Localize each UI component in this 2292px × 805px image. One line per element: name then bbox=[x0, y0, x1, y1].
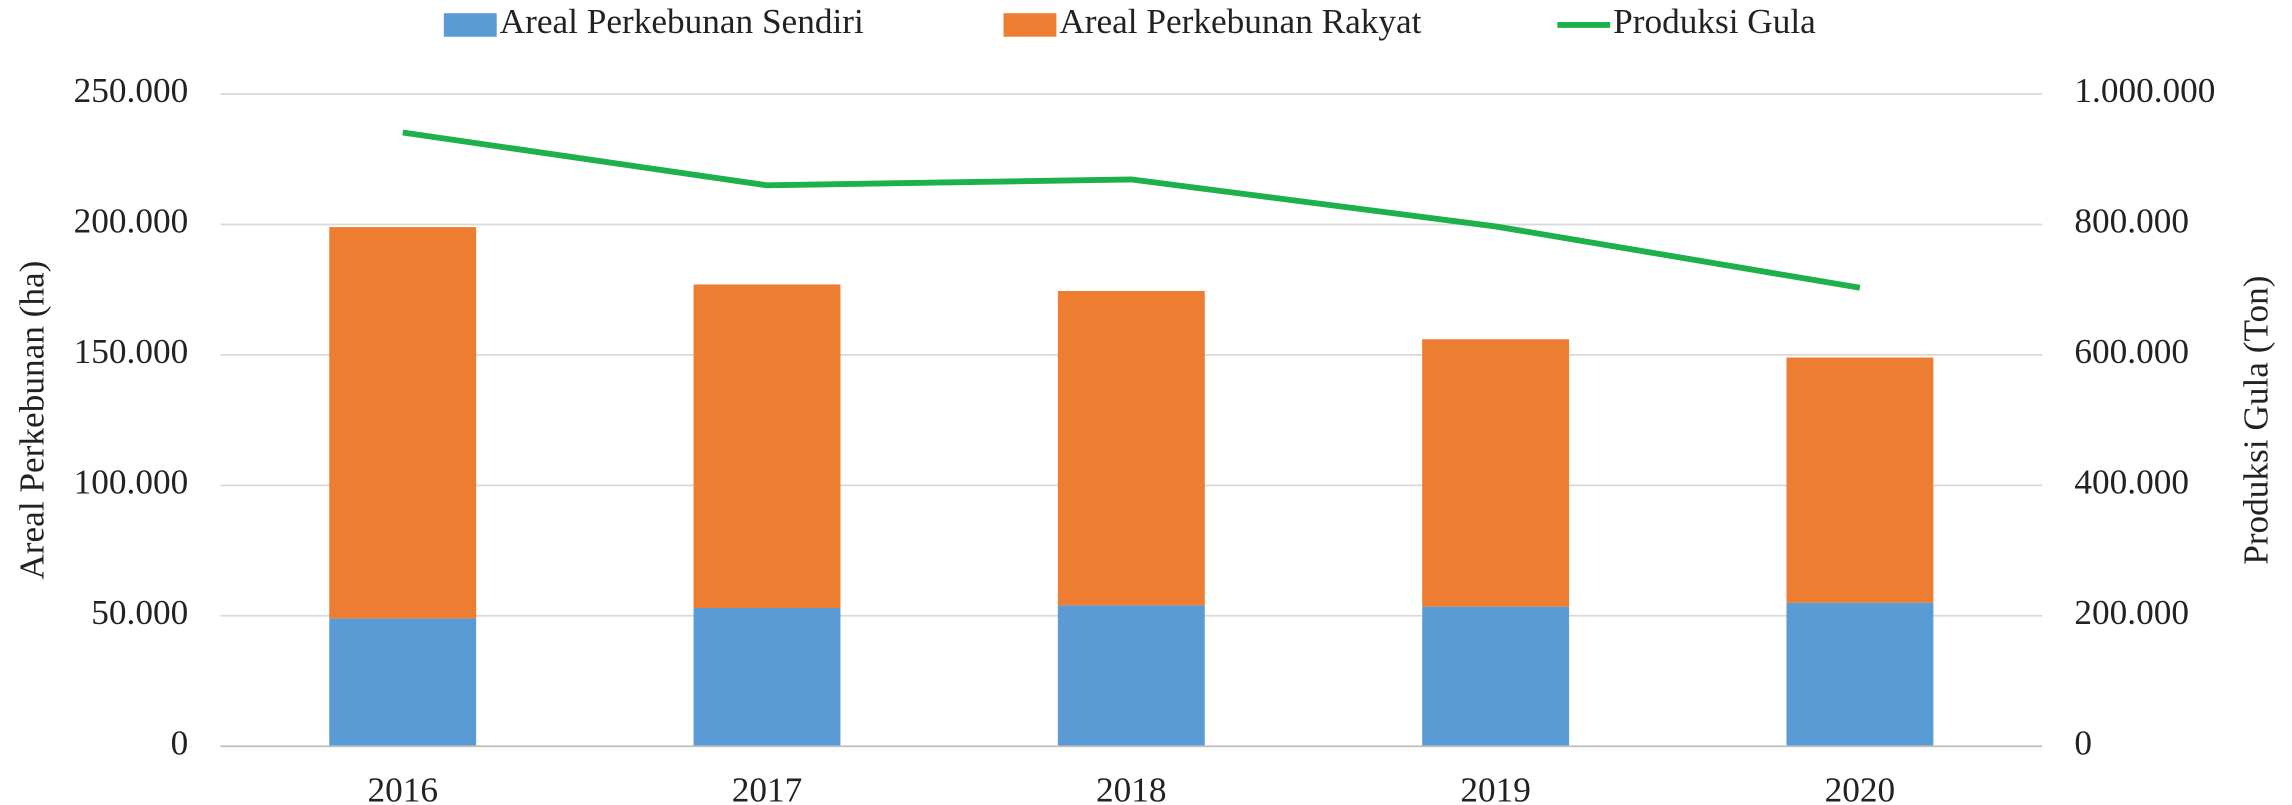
bar bbox=[1422, 606, 1570, 747]
legend-label: Produksi Gula bbox=[1613, 2, 1816, 41]
bar bbox=[1422, 339, 1570, 607]
y-tick-label: 200.000 bbox=[74, 202, 189, 241]
bar bbox=[1786, 357, 1934, 603]
y-tick-label: 250.000 bbox=[74, 71, 189, 110]
y-tick-label: 100.000 bbox=[74, 462, 189, 501]
bar bbox=[1057, 290, 1205, 606]
bar bbox=[329, 618, 477, 747]
bar bbox=[1057, 605, 1205, 747]
bar bbox=[329, 227, 477, 619]
y2-axis-label: Produksi Gula (Ton) bbox=[2237, 275, 2276, 564]
y-tick-label: 50.000 bbox=[91, 593, 188, 632]
legend-swatch bbox=[1003, 13, 1057, 37]
bar bbox=[1786, 602, 1934, 747]
x-tick-label: 2016 bbox=[367, 770, 438, 805]
y2-tick-label: 400.000 bbox=[2074, 462, 2189, 501]
bar bbox=[693, 284, 841, 608]
x-tick-label: 2017 bbox=[732, 770, 803, 805]
legend-label: Areal Perkebunan Rakyat bbox=[1059, 2, 1421, 41]
y-axis-label: Areal Perkebunan (ha) bbox=[13, 261, 52, 580]
y2-tick-label: 0 bbox=[2074, 723, 2092, 762]
y2-tick-label: 200.000 bbox=[2074, 593, 2189, 632]
line bbox=[402, 129, 1861, 291]
y-tick-label: 0 bbox=[171, 723, 189, 762]
y2-tick-label: 800.000 bbox=[2074, 202, 2189, 241]
y-tick-label: 150.000 bbox=[74, 332, 189, 371]
y2-tick-label: 600.000 bbox=[2074, 332, 2189, 371]
x-tick-label: 2020 bbox=[1825, 770, 1896, 805]
bar bbox=[693, 607, 841, 747]
legend-label: Areal Perkebunan Sendiri bbox=[500, 2, 864, 41]
legend-swatch bbox=[443, 13, 497, 37]
y2-tick-label: 1.000.000 bbox=[2074, 71, 2215, 110]
x-tick-label: 2018 bbox=[1096, 770, 1167, 805]
x-tick-label: 2019 bbox=[1460, 770, 1530, 805]
